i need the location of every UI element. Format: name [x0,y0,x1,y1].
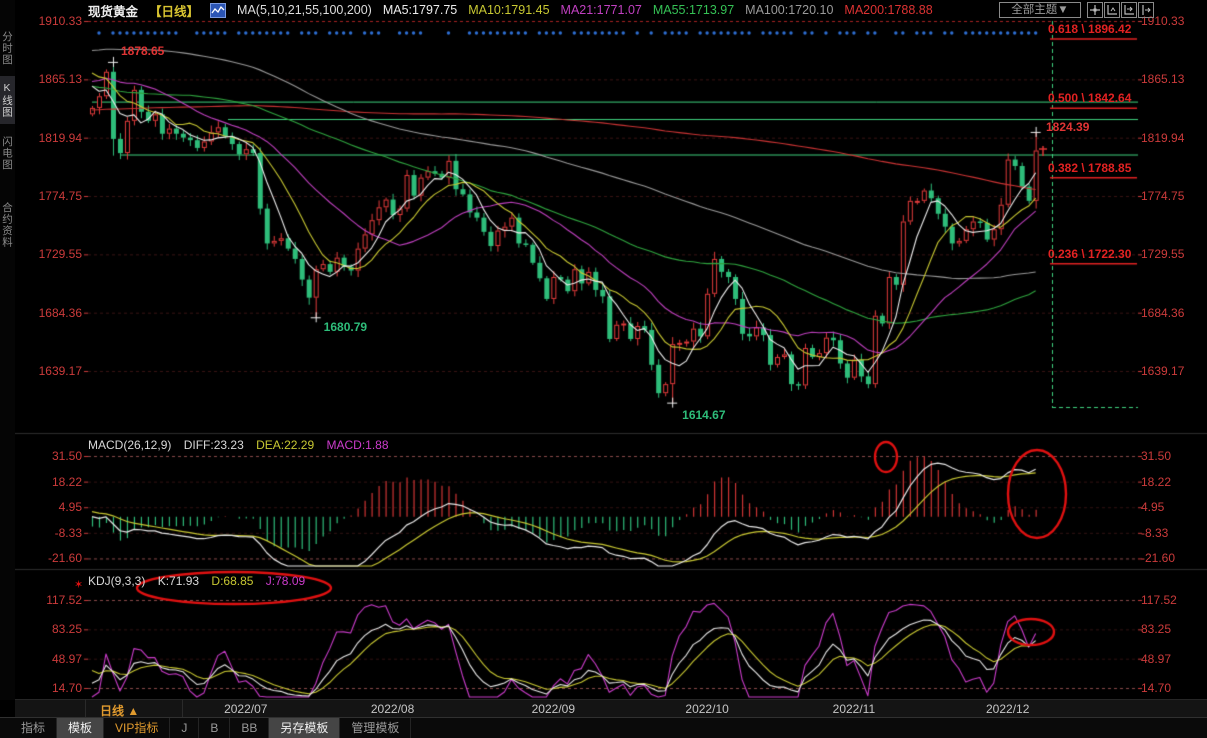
fibonacci-level-label: 0.382 \ 1788.85 [1048,160,1132,175]
bottom-tab-1[interactable]: 指标 [10,718,58,738]
price-axis-label-right: 1865.13 [1141,72,1185,87]
kdj-axis-label-left: 14.70 [51,681,82,695]
bottom-tab-3[interactable]: VIP指标 [104,718,171,738]
fibonacci-level-label: 0.236 \ 1722.30 [1048,246,1132,261]
price-axis-label-right: 1639.17 [1141,364,1185,378]
ma-value: MA100:1720.10 [745,3,834,17]
kdj-panel-header: KDJ(9,3,3) K:71.93 D:68.85 J:78.09 [88,574,314,588]
sidebar-tab-4[interactable]: 合约资料 [1,202,13,248]
date-label: 2022/08 [370,702,415,716]
red-marker-icon: ✶ [74,579,84,591]
price-axis-label-right: 1729.55 [1141,247,1185,262]
kdj-axis-label-left: 117.52 [46,593,82,607]
price-axis-label-left: 1910.33 [38,14,82,28]
crosshair-move-icon[interactable] [1087,2,1103,18]
ma-value: MA5:1797.75 [382,3,458,17]
price-axis-label-left: 1774.75 [38,189,82,203]
kdj-d-value: D:68.85 [211,574,254,588]
bottom-tab-5[interactable]: B [199,718,231,738]
macd-axis-label-left: -21.60 [47,551,82,566]
macd-axis-label-right: 4.95 [1141,500,1165,515]
bottom-tab-4[interactable]: J [170,718,200,738]
macd-diff-value: DIFF:23.23 [183,438,244,452]
ma-value: MA200:1788.88 [844,3,933,17]
macd-axis-label-right: -8.33 [1141,525,1169,540]
ma-value: MA55:1713.97 [652,3,735,17]
price-axis-label-right: 1819.94 [1141,130,1185,145]
macd-axis-label-left: 4.95 [58,500,82,515]
date-label: 2022/09 [531,702,576,716]
macd-macd-value: MACD:1.88 [326,438,389,452]
ma-value: MA21:1771.07 [560,3,642,17]
macd-title: MACD(26,12,9) [88,438,172,452]
annotation-latest-price: 1824.39 [1046,119,1090,134]
kdj-j-value: J:78.09 [265,574,306,588]
price-axis-label-right: 1774.75 [1141,189,1185,203]
fibonacci-level-label: 0.500 \ 1842.64 [1048,91,1132,106]
macd-dea-value: DEA:22.29 [256,438,315,452]
annotation-july-low: 1680.79 [323,320,368,335]
date-label: 2022/10 [685,702,729,716]
price-axis-label-left: 1729.55 [38,247,82,262]
macd-axis-label-right: 18.22 [1141,474,1172,489]
sidebar-tab-3[interactable]: 闪电图 [1,135,13,171]
ma-values: MA5:1797.75 MA10:1791.45 MA21:1771.07 MA55:… [383,3,944,17]
date-label: 2022/07 [224,702,268,716]
macd-axis-label-left: 18.22 [51,474,82,489]
fibonacci-level-label: 0.618 \ 1896.42 [1048,21,1132,36]
kdj-axis-label-right: 117.52 [1141,593,1177,607]
bottom-tab-2[interactable]: 模板 [57,718,105,738]
macd-axis-label-right: -21.60 [1141,551,1176,566]
bottom-tab-8[interactable]: 管理模板 [340,718,412,738]
macd-axis-label-left: -8.33 [54,525,82,540]
price-axis-label-left: 1865.13 [38,72,82,87]
period-tag: 【日线】 [149,4,200,19]
fit-vertical-axis-icon[interactable] [1104,2,1120,18]
kdj-axis-label-left: 83.25 [51,622,82,637]
ma-value: MA10:1791.45 [468,3,550,17]
macd-axis-label-left: 31.50 [51,449,82,463]
kdj-k-value: K:71.93 [157,574,200,588]
fit-horizontal-axis-icon[interactable] [1121,2,1137,18]
theme-dropdown-button[interactable]: 全部主题▼ [999,2,1081,18]
annotation-period-high: 1878.65 [120,43,165,58]
macd-panel-header: MACD(26,12,9) DIFF:23.23 DEA:22.29 MACD:… [88,438,398,452]
left-sidebar: 分时图 K线图闪电图合约资料 [0,0,15,700]
sidebar-tab-2[interactable]: K线图 [0,76,15,124]
price-axis-label-left: 1684.36 [38,305,82,320]
kdj-axis-label-left: 48.97 [51,651,82,666]
bottom-tab-bar: 指标 模板 VIP指标 J B BB 另存模板 管理模板 [0,717,1207,738]
date-label: 2022/12 [985,702,1030,716]
sidebar-tab-1[interactable]: 分时图 [1,30,13,66]
price-axis-label-right: 1684.36 [1141,305,1185,320]
x-band-separator [182,699,183,717]
kdj-axis-label-right: 83.25 [1141,622,1172,637]
kdj-title: KDJ(9,3,3) [88,574,146,588]
price-axis-label-left: 1819.94 [38,130,82,145]
symbol-name: 现货黄金 [88,4,139,19]
price-axis-label-left: 1639.17 [38,364,82,378]
kdj-axis-label-right: 48.97 [1141,651,1172,666]
bottom-tab-6[interactable]: BB [230,718,270,738]
ma-param-label: MA(5,10,21,55,100,200) [237,3,372,17]
bottom-tab-7[interactable]: 另存模板 [269,718,341,738]
kdj-axis-label-right: 14.70 [1141,681,1172,695]
pan-right-icon[interactable] [1138,2,1154,18]
date-label: 2022/11 [832,702,876,716]
candlestick-chart-icon [210,2,227,18]
macd-axis-label-right: 31.50 [1141,449,1172,463]
annotation-september-low: 1614.67 [682,407,726,422]
chart-header: 现货黄金 【日线】 MA(5,10,21,55,100,200) MA5:179… [88,2,944,19]
period-selector[interactable]: 日线 ▲ [100,704,140,718]
x-band-separator [85,699,86,717]
